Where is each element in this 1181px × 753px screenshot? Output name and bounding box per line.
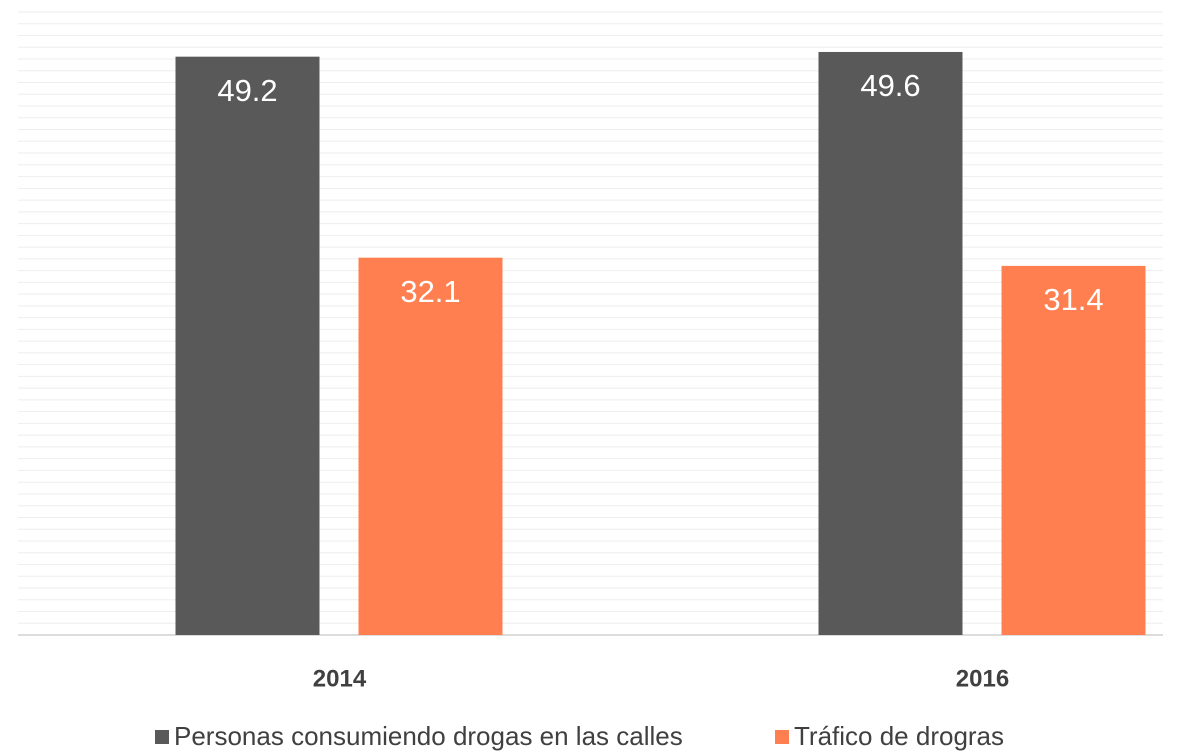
bar — [818, 51, 963, 635]
legend-swatch — [775, 730, 789, 744]
legend-label: Personas consumiendo drogas en las calle… — [174, 721, 683, 751]
x-tick-label: 2014 — [313, 665, 367, 692]
x-tick-label: 2016 — [956, 665, 1009, 692]
bar — [1001, 265, 1146, 635]
data-label: 32.1 — [400, 274, 460, 309]
data-label: 49.2 — [217, 73, 277, 108]
legend-label: Tráfico de drogras — [794, 721, 1004, 751]
data-label: 31.4 — [1043, 282, 1103, 317]
data-label: 49.6 — [860, 68, 920, 103]
legend-swatch — [155, 730, 169, 744]
bar — [175, 56, 320, 636]
bar — [358, 257, 503, 635]
